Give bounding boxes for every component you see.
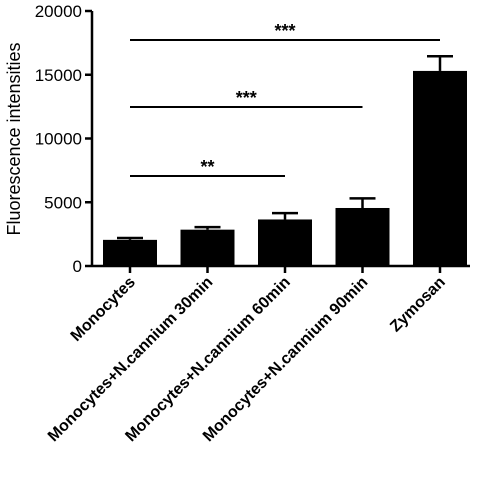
bars: [103, 55, 467, 266]
significance-brackets: ********: [130, 21, 440, 177]
x-tick-label: Monocytes: [68, 274, 139, 345]
bar: [413, 70, 467, 266]
significance-label: **: [200, 157, 214, 177]
y-tick-label: 20000: [35, 2, 82, 21]
y-tick-label: 10000: [35, 130, 82, 149]
bar: [258, 219, 312, 266]
x-tick-label: Monocytes+N.cannium 90min: [200, 274, 371, 445]
y-tick-label: 0: [73, 257, 82, 276]
x-tick-label: Monocytes+N.cannium 30min: [45, 274, 216, 445]
x-tick-label: Zymosan: [387, 274, 449, 336]
bar: [180, 229, 235, 266]
y-tick-label: 5000: [44, 193, 82, 212]
significance-label: ***: [236, 88, 257, 108]
y-axis-title: Fluorescence intensities: [4, 42, 24, 235]
significance-label: ***: [274, 21, 295, 41]
axes: 0 5000 10000 15000 20000: [35, 2, 470, 276]
x-tick-label: Monocytes+N.cannium 60min: [122, 274, 293, 445]
bar: [103, 239, 157, 266]
bar: [335, 207, 390, 266]
y-tick-label: 15000: [35, 66, 82, 85]
